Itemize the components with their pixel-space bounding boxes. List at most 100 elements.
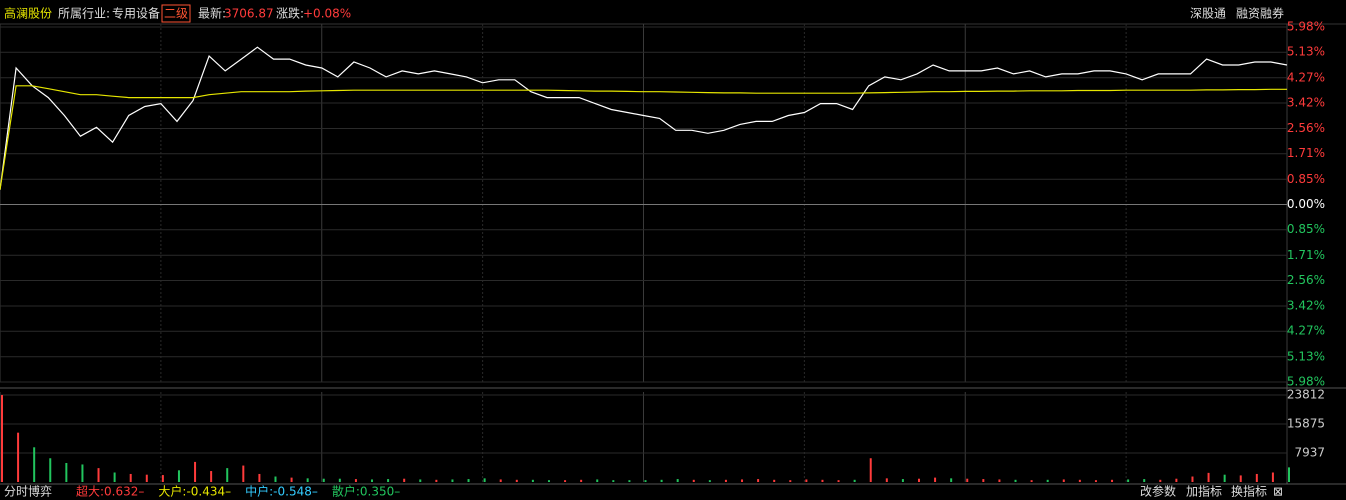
volume-bar (1288, 467, 1290, 482)
button[interactable]: ⊠ (1273, 485, 1283, 499)
volume-bar (419, 479, 422, 482)
y-tick-label: 5.13% (1287, 45, 1325, 59)
latest: 3706.87 (224, 7, 274, 21)
volume-bar (741, 479, 744, 482)
volume-bar (869, 458, 872, 482)
volume-bar (564, 480, 567, 482)
volume-bar (515, 479, 518, 482)
volume-bar (773, 479, 776, 482)
volume-bar (451, 479, 454, 482)
volume-bar (338, 478, 341, 482)
volume-bar (1111, 479, 1114, 482)
volume-bar (435, 479, 438, 482)
volume-bar (210, 471, 213, 482)
volume-bar (580, 479, 583, 482)
volume-bar (934, 477, 937, 482)
volume-bar (1094, 480, 1097, 482)
volume-bar (161, 475, 164, 482)
volume-bar (387, 479, 390, 482)
volume-bar (49, 458, 52, 482)
y-tick-label: 0.85% (1287, 172, 1325, 186)
volume-bar (65, 463, 68, 482)
volume-bar (258, 473, 261, 482)
volume-bar (789, 480, 792, 482)
indicator: 大户:-0.434– (158, 484, 231, 499)
volume-bar (1239, 475, 1242, 482)
level-box (161, 4, 191, 23)
volume-bar (306, 478, 309, 482)
y-tick-label: 4.27% (1287, 324, 1325, 338)
volume-bar (821, 479, 824, 482)
volume-bar (1014, 479, 1017, 482)
link[interactable]: 深股通 (1190, 7, 1226, 21)
industry-label: 所属行业: (58, 7, 110, 21)
latest-label: 最新: (198, 6, 226, 21)
volume-bar (1030, 480, 1033, 482)
volume-bar (837, 480, 840, 482)
volume-bar (17, 432, 20, 482)
volume-bar (499, 479, 502, 482)
volume-bar (483, 478, 486, 482)
volume-bar (757, 479, 760, 482)
button[interactable]: 改参数 (1140, 484, 1176, 499)
volume-bar (982, 479, 985, 482)
level[interactable]: 二级 (164, 7, 188, 21)
stock-name: 高澜股份 (4, 6, 52, 21)
y-tick-label: 7937 (1294, 446, 1325, 460)
volume-bar (901, 479, 904, 482)
volume-bar (97, 468, 100, 482)
volume-bar (145, 474, 148, 482)
y-tick-label: 3.42% (1287, 95, 1325, 109)
y-tick-label: 2.56% (1287, 273, 1325, 287)
y-tick-label: 3.42% (1287, 299, 1325, 313)
volume-bar (676, 479, 679, 482)
y-tick-label: 5.13% (1287, 349, 1325, 363)
y-tick-label: 5.98% (1287, 20, 1325, 34)
volume-bar (322, 478, 325, 482)
volume-bar (1062, 479, 1065, 482)
volume-bar (1127, 479, 1130, 482)
volume-bar (467, 479, 470, 482)
industry[interactable]: 专用设备 (112, 6, 160, 21)
volume-bar (950, 478, 953, 482)
y-tick-label: 0.00% (1287, 197, 1325, 211)
indicator: 中户:-0.548– (245, 484, 318, 499)
volume-bar (596, 479, 599, 482)
change: +0.08% (303, 7, 351, 21)
volume-bar (853, 479, 856, 482)
volume-bar (129, 473, 132, 482)
volume-bar (1078, 479, 1081, 482)
volume-bar (371, 479, 374, 482)
button[interactable]: 换指标 (1231, 484, 1267, 499)
volume-bar (612, 480, 615, 482)
volume-bar (917, 478, 920, 482)
volume-bar (1143, 479, 1146, 482)
volume-bar (81, 464, 84, 482)
volume-bar (531, 479, 534, 482)
y-tick-label: 1.71% (1287, 248, 1325, 262)
y-tick-label: 0.85% (1287, 222, 1325, 236)
volume-bar (1207, 472, 1210, 482)
volume-bar (1271, 472, 1274, 482)
volume-bar (966, 478, 969, 482)
y-tick-label: 5.98% (1287, 375, 1325, 389)
volume-bar (1223, 474, 1226, 482)
button[interactable]: 加指标 (1186, 484, 1222, 499)
footer-title: 分时博弈 (4, 484, 52, 499)
volume-bar (403, 478, 406, 482)
volume-bar (998, 479, 1001, 482)
link[interactable]: 融资融券 (1236, 6, 1284, 21)
volume-bar (1175, 478, 1178, 482)
volume-bar (1191, 476, 1194, 482)
volume-bar (628, 480, 631, 482)
volume-bar (1255, 473, 1258, 482)
volume-bar (113, 472, 116, 482)
volume-bar (354, 479, 357, 482)
volume-bar (547, 480, 550, 482)
volume-bar (33, 447, 36, 482)
volume-bar (1, 395, 3, 482)
y-tick-label: 4.27% (1287, 70, 1325, 84)
volume-bar (724, 479, 727, 482)
y-tick-label: 15875 (1287, 416, 1325, 430)
